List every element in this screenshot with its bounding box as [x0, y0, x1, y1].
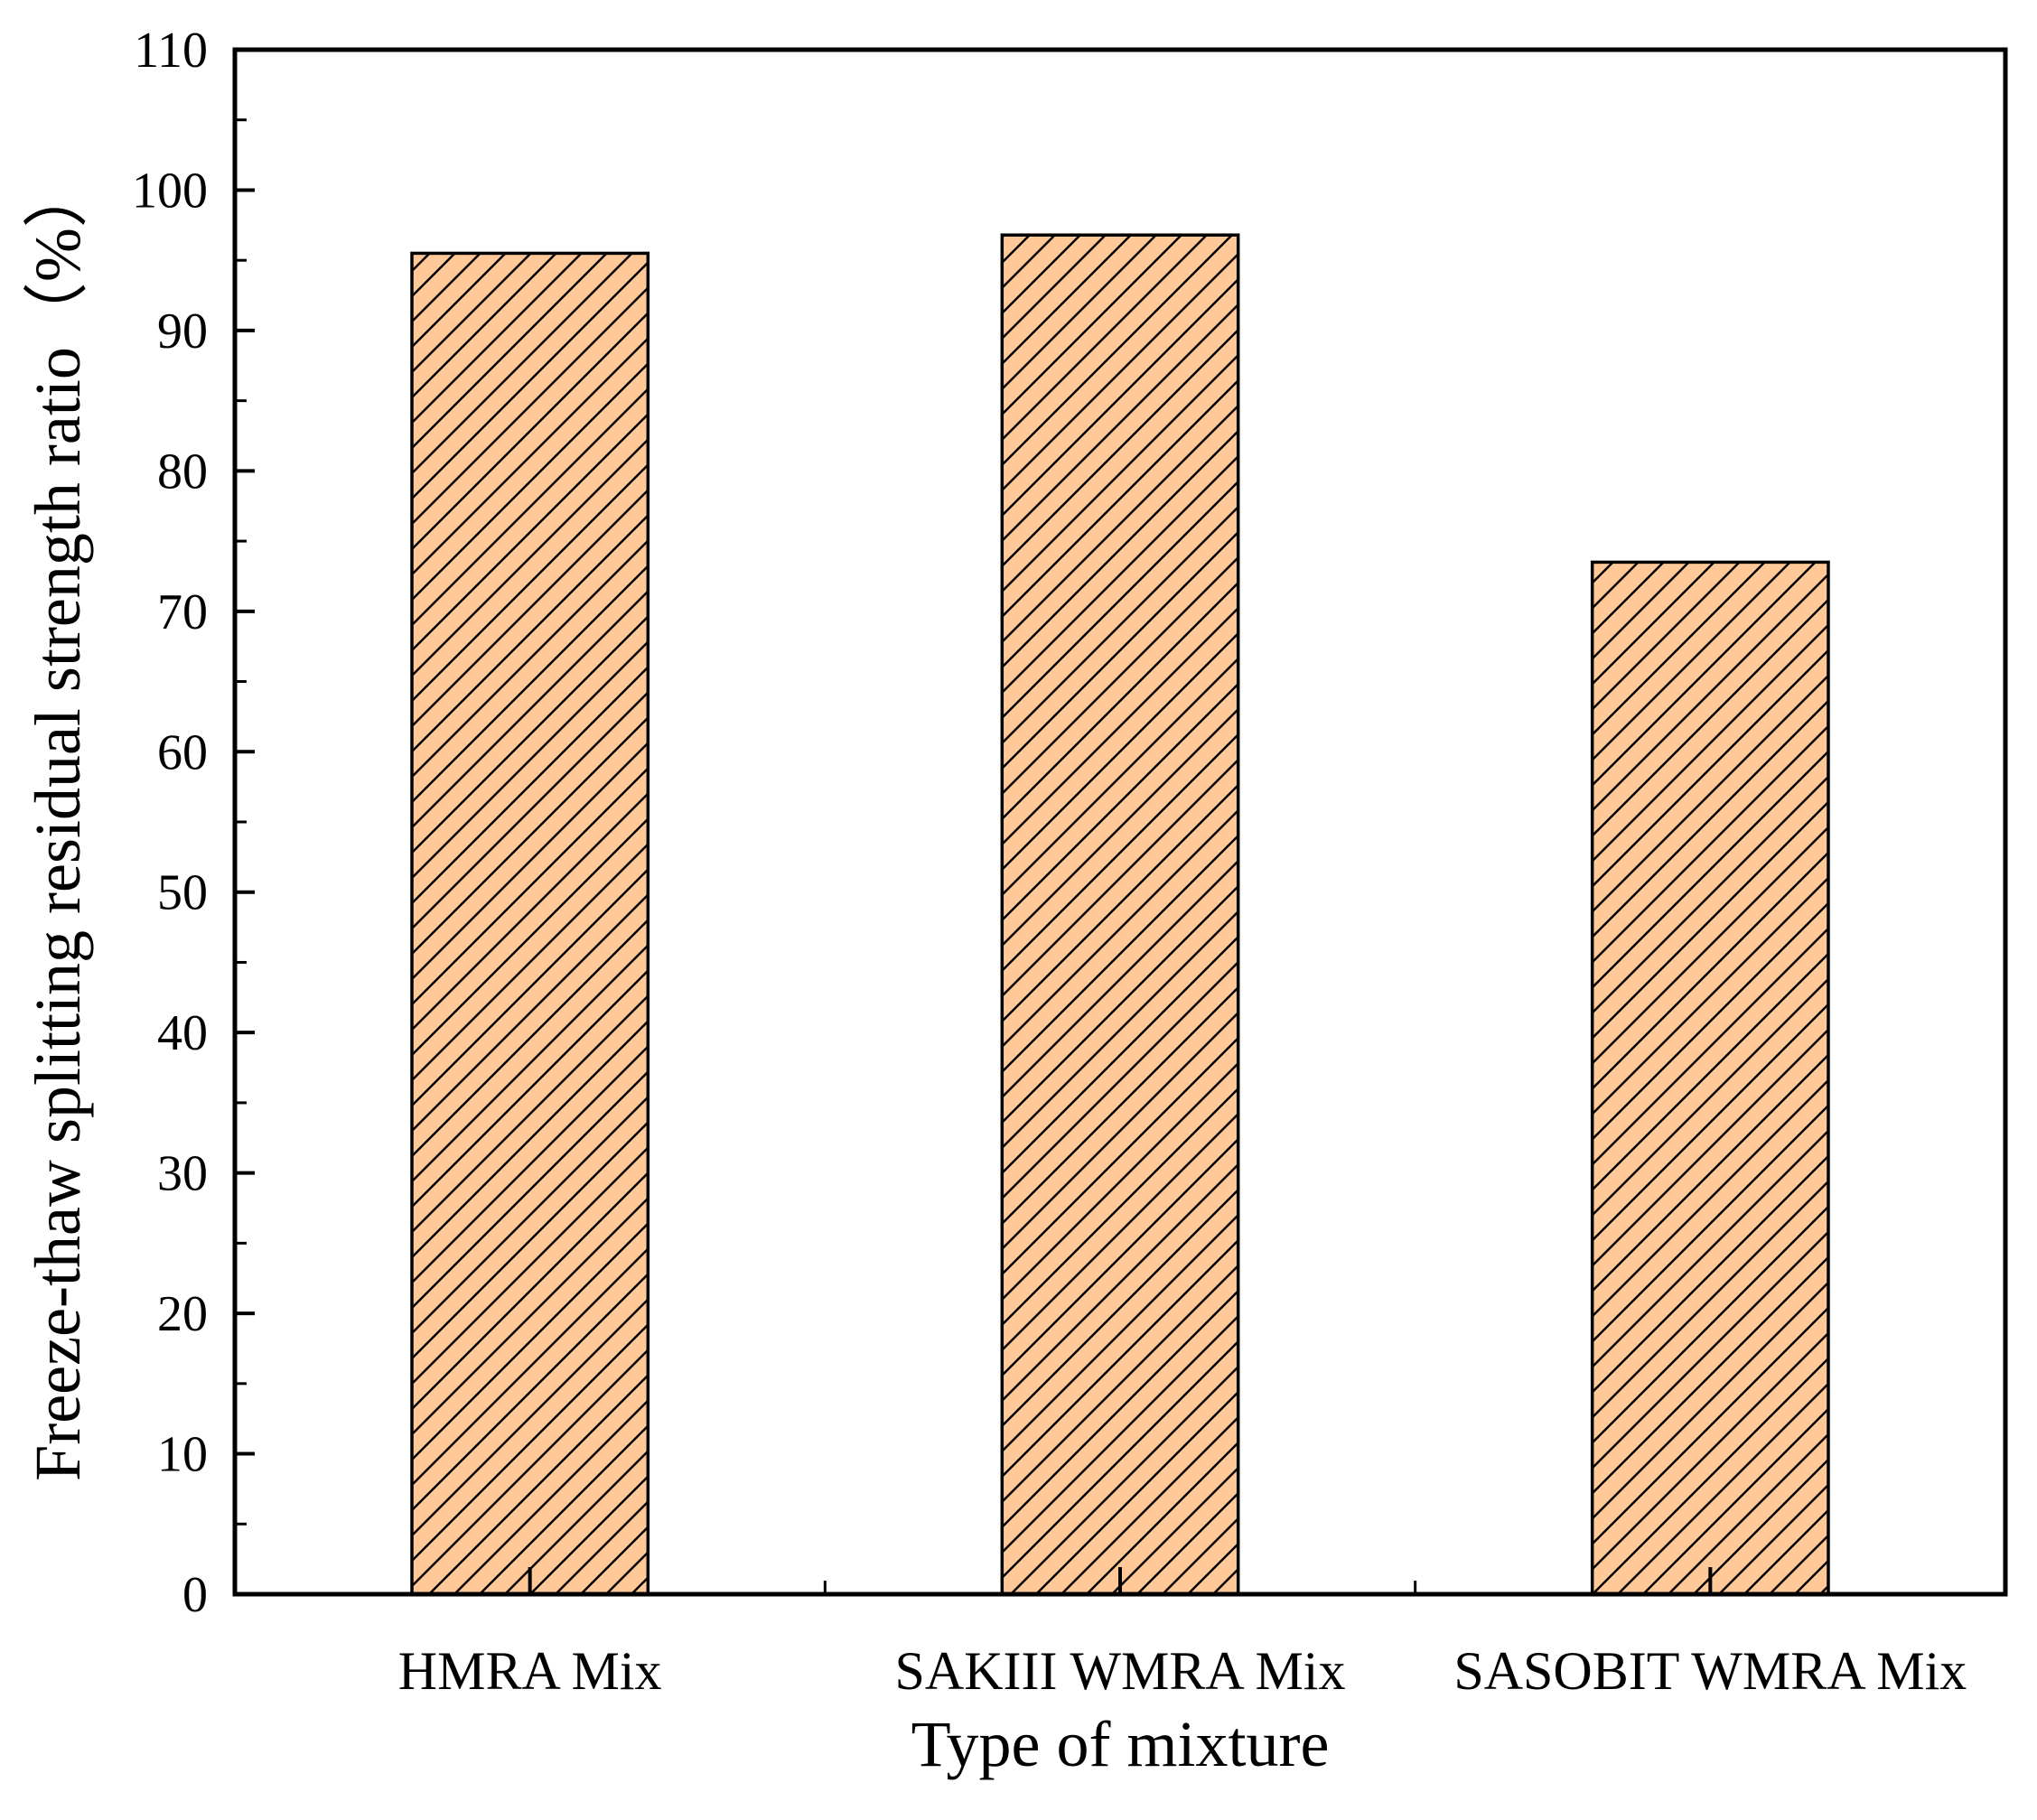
y-tick-label: 40 — [157, 1005, 208, 1061]
x-axis-ticks: HMRA Mix SAKIII WMRA Mix SASOBIT WMRA Mix — [398, 1567, 1967, 1701]
y-tick-label: 70 — [157, 584, 208, 640]
y-tick-label: 90 — [157, 303, 208, 359]
x-tick-label: HMRA Mix — [398, 1641, 662, 1701]
x-tick-label: SAKIII WMRA Mix — [895, 1641, 1346, 1701]
y-tick-label: 20 — [157, 1286, 208, 1342]
y-axis-ticks: 0 10 20 30 40 50 60 70 80 90 100 110 — [132, 23, 255, 1623]
bar-3 — [1590, 560, 1830, 1596]
y-tick-label: 10 — [157, 1427, 208, 1483]
y-tick-label: 0 — [182, 1567, 208, 1623]
x-tick-label: SASOBIT WMRA Mix — [1453, 1641, 1967, 1701]
y-tick-label: 50 — [157, 865, 208, 921]
y-tick-label: 30 — [157, 1146, 208, 1202]
y-tick-label: 100 — [132, 163, 208, 219]
bar-2 — [1000, 233, 1240, 1596]
y-tick-label: 80 — [157, 443, 208, 499]
y-tick-label: 60 — [157, 724, 208, 780]
bar-1 — [410, 251, 650, 1596]
bars — [410, 233, 1830, 1596]
x-axis-title: Type of mixture — [911, 1708, 1330, 1780]
y-axis-title: Freeze-thaw splitting residual strength … — [22, 163, 94, 1481]
y-tick-label: 110 — [134, 23, 208, 79]
